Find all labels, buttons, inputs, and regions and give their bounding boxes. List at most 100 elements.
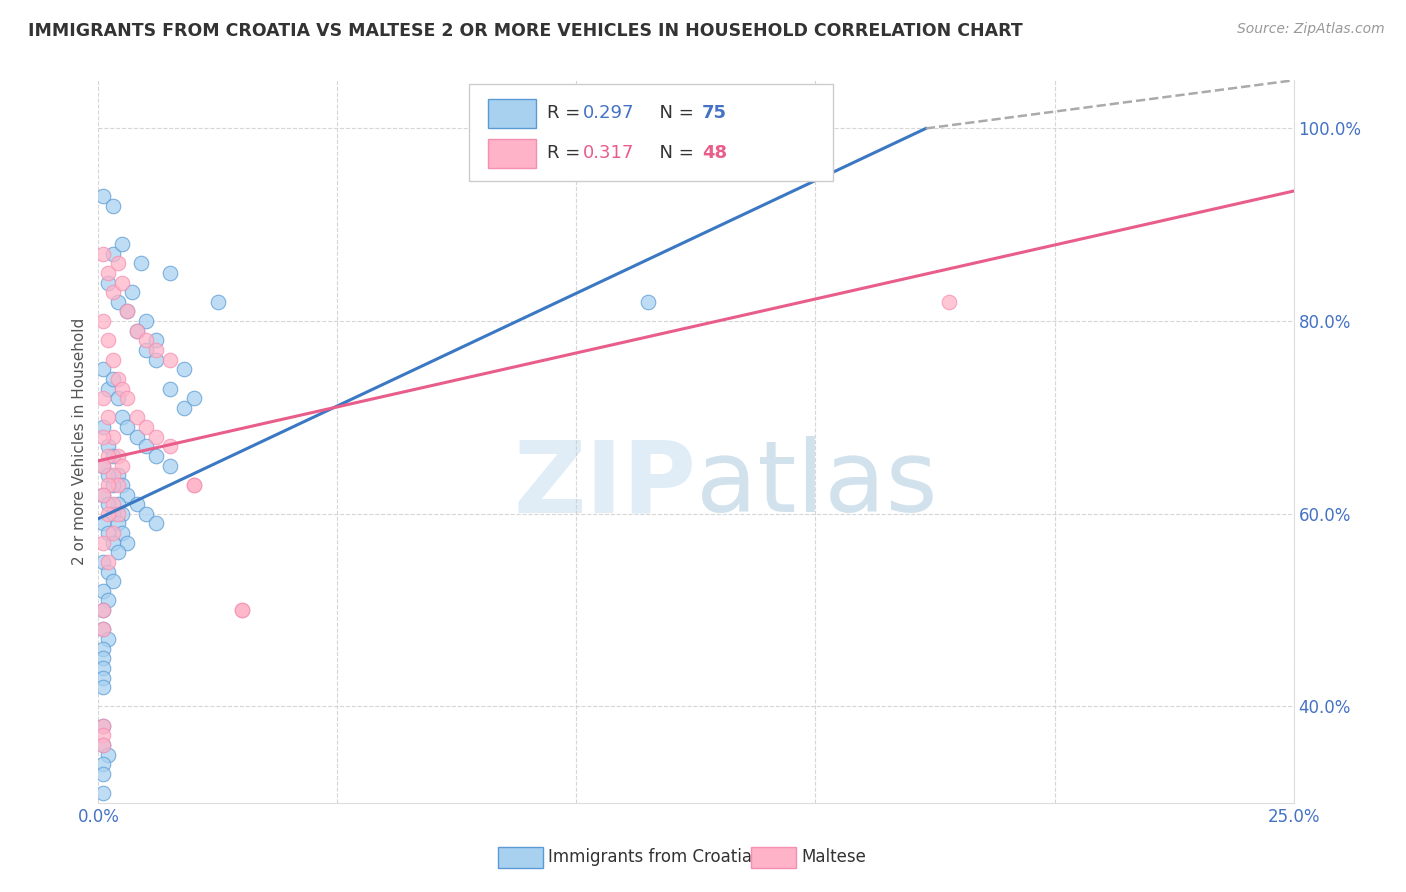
Point (125, 324, 148, 338)
Point (97, 439, 120, 453)
Point (115, 487, 138, 501)
Point (231, 603, 253, 617)
Point (125, 410, 148, 425)
Point (107, 449, 129, 463)
Point (115, 535, 138, 549)
Point (159, 352, 181, 367)
Point (111, 382, 134, 396)
Point (91, 719, 114, 733)
Point (107, 507, 129, 521)
Text: Immigrants from Croatia: Immigrants from Croatia (548, 848, 752, 866)
Point (101, 468, 124, 483)
Point (91, 728, 114, 742)
Point (135, 439, 157, 453)
Point (91, 362, 114, 376)
Point (97, 555, 120, 569)
Text: Source: ZipAtlas.com: Source: ZipAtlas.com (1237, 22, 1385, 37)
Point (97, 526, 120, 541)
Point (135, 420, 157, 434)
Point (91, 487, 114, 501)
Point (159, 266, 181, 280)
Point (107, 256, 129, 270)
Point (111, 276, 134, 290)
Point (91, 246, 114, 260)
Point (91, 420, 114, 434)
Point (101, 372, 124, 386)
Point (145, 430, 167, 444)
Point (97, 382, 120, 396)
Point (97, 334, 120, 348)
Point (97, 449, 120, 463)
Point (97, 593, 120, 607)
Point (97, 747, 120, 762)
Point (91, 786, 114, 800)
Point (91, 458, 114, 473)
Text: N =: N = (648, 103, 700, 122)
Point (145, 352, 167, 367)
Point (173, 401, 195, 415)
Point (91, 603, 114, 617)
Point (125, 497, 148, 511)
Point (101, 478, 124, 492)
Text: ZIP: ZIP (513, 436, 696, 533)
Point (101, 198, 124, 212)
Point (115, 391, 138, 405)
Text: 0.297: 0.297 (582, 103, 634, 122)
Point (135, 314, 157, 328)
Point (111, 237, 134, 252)
Point (107, 497, 129, 511)
FancyBboxPatch shape (488, 99, 536, 128)
Text: IMMIGRANTS FROM CROATIA VS MALTESE 2 OR MORE VEHICLES IN HOUSEHOLD CORRELATION C: IMMIGRANTS FROM CROATIA VS MALTESE 2 OR … (28, 22, 1024, 40)
Point (97, 276, 120, 290)
Point (107, 391, 129, 405)
Point (207, 294, 229, 309)
Point (91, 555, 114, 569)
Point (97, 497, 120, 511)
Point (91, 314, 114, 328)
Point (101, 246, 124, 260)
Y-axis label: 2 or more Vehicles in Household: 2 or more Vehicles in Household (72, 318, 87, 566)
Text: 0.317: 0.317 (582, 144, 634, 161)
Point (938, 294, 960, 309)
Text: atlas: atlas (696, 436, 938, 533)
Point (91, 603, 114, 617)
Point (159, 458, 181, 473)
Point (107, 478, 129, 492)
Point (91, 623, 114, 637)
Point (91, 458, 114, 473)
Point (107, 372, 129, 386)
Point (91, 661, 114, 675)
Point (91, 671, 114, 685)
Point (107, 468, 129, 483)
Point (111, 458, 134, 473)
Point (101, 449, 124, 463)
Point (101, 574, 124, 589)
Point (97, 478, 120, 492)
Point (121, 285, 143, 300)
Point (145, 343, 167, 357)
Point (183, 478, 205, 492)
Point (101, 497, 124, 511)
Text: R =: R = (547, 103, 585, 122)
Point (91, 719, 114, 733)
Point (101, 526, 124, 541)
Point (135, 334, 157, 348)
Point (91, 516, 114, 531)
Point (101, 285, 124, 300)
Point (115, 304, 138, 318)
Point (91, 641, 114, 656)
Point (131, 256, 153, 270)
Point (97, 632, 120, 646)
Point (115, 420, 138, 434)
Point (135, 507, 157, 521)
Point (111, 526, 134, 541)
Point (97, 468, 120, 483)
Point (183, 391, 205, 405)
Text: Maltese: Maltese (801, 848, 866, 866)
Point (97, 266, 120, 280)
Point (91, 189, 114, 203)
Point (91, 535, 114, 549)
Point (91, 623, 114, 637)
Point (91, 680, 114, 694)
Text: R =: R = (547, 144, 585, 161)
